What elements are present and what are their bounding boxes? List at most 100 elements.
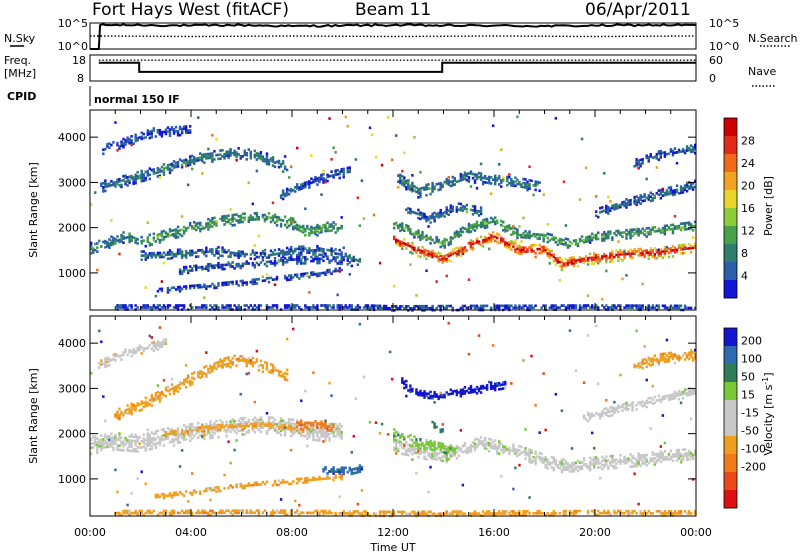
power-cell xyxy=(475,177,479,181)
velocity-cell xyxy=(148,441,151,445)
power-cell xyxy=(526,184,529,188)
power-cell xyxy=(354,258,358,262)
power-cell xyxy=(667,247,671,251)
power-cell xyxy=(485,304,489,308)
velocity-cell xyxy=(423,446,426,450)
velocity-cell xyxy=(231,428,234,431)
velocity-cell xyxy=(393,512,396,516)
power-cell xyxy=(283,155,287,158)
power-cell xyxy=(534,182,537,186)
velocity-cell xyxy=(338,430,341,434)
power-cell xyxy=(566,306,570,309)
power-cell xyxy=(322,169,325,173)
velocity-cell xyxy=(403,510,406,514)
power-cell xyxy=(287,304,291,307)
velocity-cell xyxy=(142,405,145,409)
power-cell xyxy=(251,263,255,267)
power-cell xyxy=(182,231,186,235)
velocity-cell xyxy=(150,336,154,339)
power-cell xyxy=(227,214,230,218)
velocity-cell xyxy=(172,509,176,513)
power-cell xyxy=(403,176,406,179)
velocity-cell xyxy=(261,426,265,430)
power-cell xyxy=(253,244,257,247)
power-cell xyxy=(231,280,234,284)
velocity-cell xyxy=(144,442,147,446)
power-cell xyxy=(182,270,186,273)
velocity-cell xyxy=(227,362,230,365)
power-cell xyxy=(140,306,143,309)
velocity-cell xyxy=(112,357,115,361)
power-cell xyxy=(647,194,650,197)
power-cell xyxy=(471,225,475,229)
power-cell xyxy=(318,272,321,275)
velocity-cell xyxy=(188,427,192,430)
power-cell xyxy=(576,244,580,248)
power-cell xyxy=(265,260,269,264)
power-cell xyxy=(118,184,121,187)
power-cell xyxy=(401,179,404,182)
velocity-cell xyxy=(330,429,333,432)
velocity-cell xyxy=(150,404,154,407)
power-cell xyxy=(431,306,434,310)
power-colorbar-swatch xyxy=(724,172,737,191)
velocity-cell xyxy=(215,419,218,423)
velocity-cell xyxy=(285,421,289,425)
power-cell xyxy=(558,260,562,264)
power-cell xyxy=(613,306,616,309)
power-cell xyxy=(475,237,479,240)
velocity-cell xyxy=(176,493,180,496)
velocity-cell xyxy=(304,425,307,429)
power-cell xyxy=(176,304,180,307)
power-cell xyxy=(687,148,691,152)
velocity-cell xyxy=(156,513,160,517)
power-cell xyxy=(411,185,414,189)
velocity-cell xyxy=(320,420,323,424)
velocity-cell xyxy=(302,428,305,431)
velocity-cell xyxy=(231,513,234,517)
power-cell xyxy=(681,243,685,247)
power-cell xyxy=(582,304,586,307)
velocity-cell xyxy=(281,481,285,484)
power-cell xyxy=(487,179,491,183)
power-cell xyxy=(649,199,652,203)
power-cell xyxy=(243,216,246,220)
velocity-cell xyxy=(378,510,382,514)
velocity-cell xyxy=(255,349,259,353)
power-cell xyxy=(542,239,545,243)
power-cell xyxy=(320,173,323,177)
power-cell xyxy=(182,267,186,271)
velocity-cell xyxy=(267,420,271,423)
velocity-cell xyxy=(239,355,242,358)
power-cell xyxy=(431,186,434,189)
velocity-cell xyxy=(289,513,293,516)
power-cell xyxy=(669,227,673,231)
power-cell xyxy=(473,205,477,208)
power-cell xyxy=(512,306,515,310)
velocity-cell xyxy=(104,433,107,437)
power-cell xyxy=(683,306,687,310)
power-cell xyxy=(489,236,493,239)
power-cell xyxy=(679,304,683,308)
power-cell xyxy=(348,254,351,257)
power-cell xyxy=(344,252,347,256)
power-cell xyxy=(611,236,614,239)
velocity-cell xyxy=(225,364,228,368)
power-cell xyxy=(273,261,277,265)
velocity-cell xyxy=(356,466,360,470)
power-cell xyxy=(174,232,178,235)
power-cell xyxy=(685,185,689,189)
power-cell xyxy=(120,144,123,148)
velocity-cell xyxy=(209,364,212,368)
power-cell xyxy=(649,249,652,252)
power-cell xyxy=(340,262,343,266)
power-cell xyxy=(407,183,410,186)
power-cell xyxy=(271,214,275,218)
power-cell xyxy=(257,306,261,309)
velocity-cell xyxy=(320,477,323,481)
power-cell xyxy=(455,206,459,209)
power-cell xyxy=(590,304,594,307)
velocity-cell xyxy=(162,342,166,346)
velocity-cell xyxy=(378,512,382,516)
velocity-cell xyxy=(421,512,424,516)
